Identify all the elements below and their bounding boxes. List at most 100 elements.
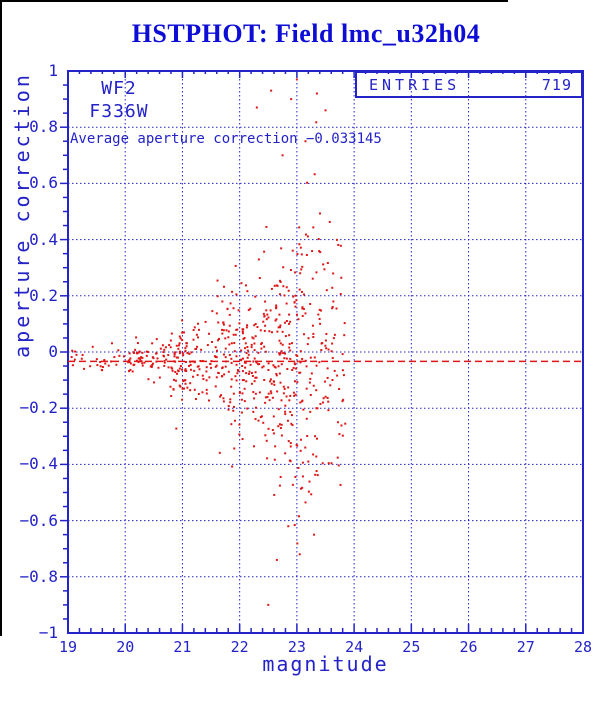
scatter-point [280, 350, 283, 353]
scatter-point [305, 365, 308, 368]
scatter-point [321, 462, 324, 465]
scatter-point [265, 225, 268, 228]
scatter-point [301, 265, 304, 268]
scatter-point [233, 350, 236, 353]
scatter-point [213, 355, 216, 358]
scatter-point [306, 435, 309, 438]
scatter-point [184, 379, 187, 382]
x-tick-label: 21 [173, 638, 192, 656]
scatter-point [327, 409, 330, 412]
scatter-point [321, 401, 324, 404]
scatter-point [301, 475, 304, 478]
scatter-point [254, 371, 257, 374]
scatter-point [273, 493, 276, 496]
scatter-point [285, 357, 288, 360]
scatter-point [205, 366, 208, 369]
scatter-point [310, 493, 313, 496]
scatter-point [184, 361, 187, 364]
scatter-point [255, 376, 258, 379]
scatter-point [193, 369, 196, 372]
scatter-point [308, 381, 311, 384]
scatter-point [299, 361, 302, 364]
scatter-point [285, 286, 288, 289]
scatter-point [313, 533, 316, 536]
scatter-point [319, 251, 322, 254]
x-tick-label: 24 [345, 638, 364, 656]
scatter-point [295, 367, 298, 370]
scatter-point [276, 390, 279, 393]
scatter-point [240, 411, 243, 414]
scatter-point [238, 391, 241, 394]
scatter-point [288, 334, 291, 337]
scatter-point [270, 89, 273, 92]
x-tick-label: 26 [459, 638, 478, 656]
scatter-point [338, 433, 341, 436]
scatter-point [91, 345, 94, 348]
scatter-point [257, 363, 260, 366]
scatter-point [341, 434, 344, 437]
scatter-point [293, 362, 296, 365]
scatter-point [179, 385, 182, 388]
scatter-point [297, 515, 300, 518]
plot-frame [67, 70, 584, 634]
scatter-point [217, 321, 220, 324]
scatter-point [277, 425, 280, 428]
scatter-point [332, 272, 335, 275]
scatter-point [169, 346, 172, 349]
scatter-point [307, 337, 310, 340]
scatter-point [228, 313, 231, 316]
scatter-point [218, 337, 221, 340]
scatter-point [228, 354, 231, 357]
scatter-point [260, 347, 263, 350]
scatter-point [216, 295, 219, 298]
scatter-point [110, 342, 113, 345]
scatter-point [278, 353, 281, 356]
scatter-point [289, 357, 292, 360]
scatter-point [141, 357, 144, 360]
x-tick-label: 28 [573, 638, 593, 656]
scatter-point [305, 387, 308, 390]
scatter-point [315, 455, 318, 458]
scatter-point [314, 435, 317, 438]
scatter-point [267, 362, 270, 365]
y-tick-label: 0.6 [29, 173, 58, 193]
scatter-point [271, 428, 274, 431]
scatter-point [214, 346, 217, 349]
x-tick-label: 19 [58, 638, 78, 656]
scatter-point [286, 367, 289, 370]
scatter-point [307, 460, 310, 463]
scatter-point [290, 98, 293, 101]
y-axis-title: aperture correction [10, 72, 34, 358]
scatter-point [312, 226, 315, 229]
scatter-point [270, 392, 273, 395]
scatter-point [181, 387, 184, 390]
scatter-point [252, 410, 255, 413]
scatter-point [163, 361, 166, 364]
y-tick-label: 0.2 [29, 285, 58, 305]
scatter-point [298, 226, 301, 229]
scatter-point [275, 558, 278, 561]
scatter-point [282, 352, 285, 355]
scatter-point [127, 370, 130, 373]
scatter-point [173, 355, 176, 358]
scatter-point [238, 322, 241, 325]
scatter-point [129, 362, 132, 365]
scatter-point [141, 364, 144, 367]
scatter-point [296, 444, 299, 447]
scatter-point [272, 415, 275, 418]
scatter-point [325, 347, 328, 350]
scatter-point [227, 370, 230, 373]
scatter-point [189, 360, 192, 363]
scatter-point [196, 374, 199, 377]
scatter-point [318, 361, 321, 364]
scatter-point [275, 306, 278, 309]
scatter-point [331, 342, 334, 345]
scatter-point [265, 318, 268, 321]
scatter-point [266, 396, 269, 399]
scatter-point [177, 370, 180, 373]
scatter-point [246, 356, 249, 359]
scatter-point [145, 354, 148, 357]
scatter-point [211, 310, 214, 313]
scatter-point [221, 375, 224, 378]
